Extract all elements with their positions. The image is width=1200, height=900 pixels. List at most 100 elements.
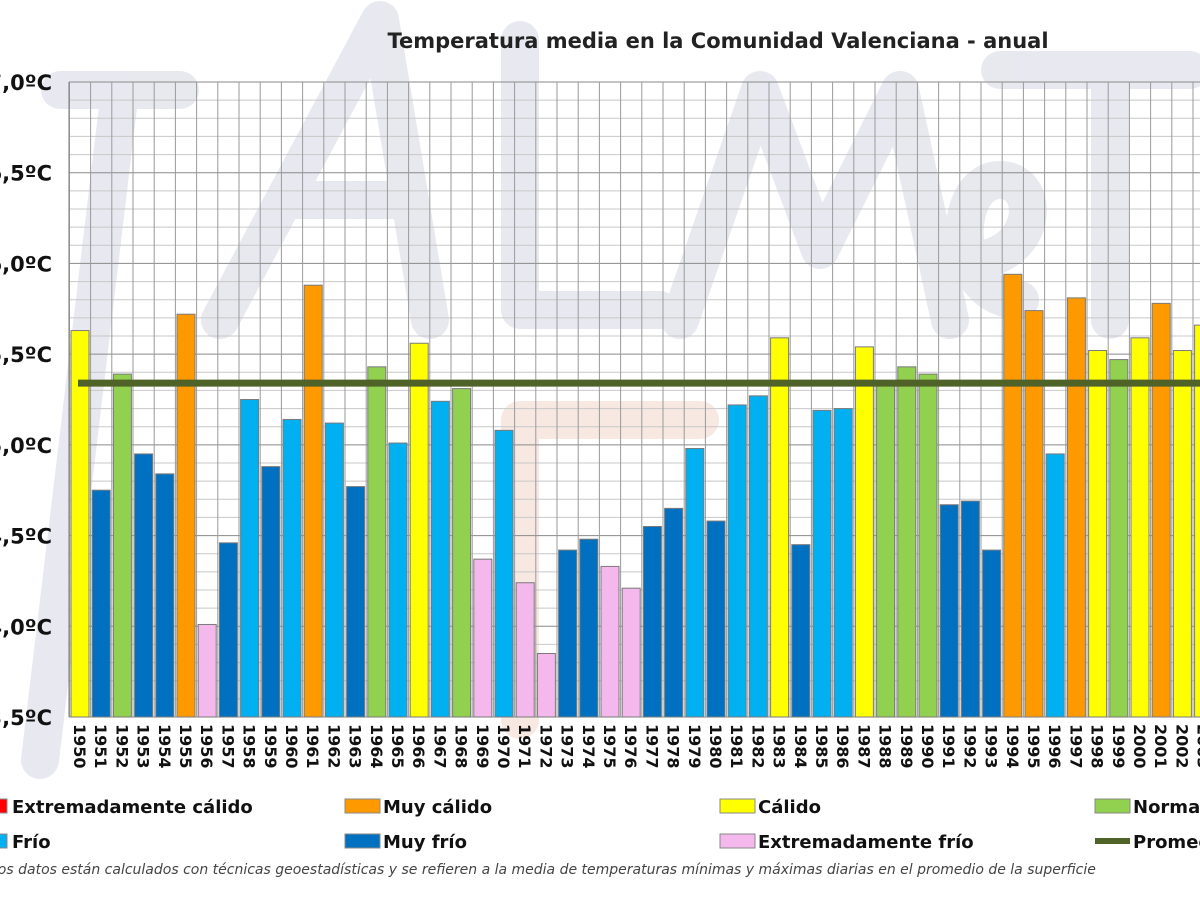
y-axis: 17,0ºC 16,5ºC 16,0ºC 15,5ºC 15,0ºC 14,5ºC 14,0… xyxy=(0,71,70,730)
x-tick-label: 1998 xyxy=(1088,724,1107,769)
x-tick-label: 1965 xyxy=(388,724,407,769)
legend-label: Extremadamente frío xyxy=(758,832,974,853)
legend-label: Normal xyxy=(1133,797,1200,818)
x-tick-label: 1959 xyxy=(261,724,280,769)
x-tick-label: 1983 xyxy=(770,724,789,769)
bar-1997 xyxy=(1066,297,1086,718)
y-tick-label: 16,5ºC xyxy=(0,162,52,186)
x-tick-label: 1982 xyxy=(748,724,767,769)
legend-swatch xyxy=(719,798,756,814)
bar-1988 xyxy=(876,382,896,718)
legend-label: Promedio xyxy=(1133,832,1200,853)
x-tick-label: 1969 xyxy=(473,724,492,769)
x-tick-label: 1995 xyxy=(1024,724,1043,769)
x-tick-label: 1960 xyxy=(282,724,301,769)
bar-1963 xyxy=(346,486,366,718)
bar-1981 xyxy=(727,404,747,718)
bar-1992 xyxy=(960,500,980,718)
x-tick-label: 1971 xyxy=(515,724,534,769)
x-tick-label: 1992 xyxy=(960,724,979,769)
x-tick-label: 1985 xyxy=(812,724,831,769)
bar-2002 xyxy=(1172,350,1192,718)
x-tick-label: 1974 xyxy=(579,724,598,769)
x-tick-label: 1990 xyxy=(918,724,937,769)
bar-1951 xyxy=(91,489,111,718)
x-tick-label: 1950 xyxy=(70,724,89,769)
x-tick-label: 1986 xyxy=(833,724,852,769)
bar-1972 xyxy=(536,653,556,718)
bar-1991 xyxy=(939,504,959,718)
y-tick-label: 14,5ºC xyxy=(0,525,52,549)
bar-1989 xyxy=(897,366,917,718)
bar-1954 xyxy=(155,473,175,718)
bar-1969 xyxy=(473,558,493,718)
bars xyxy=(70,273,1200,718)
x-tick-label: 1954 xyxy=(155,724,174,769)
x-tick-label: 1979 xyxy=(685,724,704,769)
bar-2001 xyxy=(1151,302,1171,718)
legend-label: Muy cálido xyxy=(383,797,492,818)
y-tick-label: 14,0ºC xyxy=(0,615,52,639)
bar-1979 xyxy=(685,447,705,718)
bar-1971 xyxy=(515,582,535,718)
bar-1978 xyxy=(664,507,684,718)
x-tick-label: 1984 xyxy=(791,724,810,769)
legend-swatch xyxy=(344,798,381,814)
legend-swatch xyxy=(1094,798,1131,814)
legend-label: Frío xyxy=(12,832,51,853)
x-tick-label: 1991 xyxy=(939,724,958,769)
bar-1990 xyxy=(918,373,938,718)
bar-1964 xyxy=(367,366,387,718)
bar-1983 xyxy=(770,337,790,718)
x-tick-label: 1978 xyxy=(664,724,683,769)
bar-1984 xyxy=(791,544,811,718)
legend: Extremadamente cálido Muy cálido Cálido Nor… xyxy=(0,797,1200,853)
x-axis: 1950 1951 1952 1953 1954 1955 1956 1957 1958 1959… xyxy=(70,724,1200,769)
bar-2003 xyxy=(1194,324,1200,718)
x-tick-label: 2003 xyxy=(1194,724,1200,769)
legend-swatch xyxy=(719,833,756,849)
y-tick-label: 13,5ºC xyxy=(0,706,52,730)
bar-1994 xyxy=(1003,273,1023,718)
bar-1976 xyxy=(621,587,641,718)
x-tick-label: 1966 xyxy=(409,724,428,769)
x-tick-label: 1961 xyxy=(303,724,322,769)
x-tick-label: 1968 xyxy=(452,724,471,769)
x-tick-label: 1970 xyxy=(494,724,513,769)
bar-1986 xyxy=(833,408,853,718)
x-tick-label: 1989 xyxy=(897,724,916,769)
y-tick-label: 16,0ºC xyxy=(0,252,52,276)
bar-1955 xyxy=(176,313,196,718)
bar-1968 xyxy=(452,388,472,718)
bar-1982 xyxy=(748,395,768,718)
bar-1967 xyxy=(430,400,450,718)
bar-1965 xyxy=(388,442,408,718)
bar-1956 xyxy=(197,623,217,718)
legend-swatch xyxy=(0,833,8,849)
bar-1973 xyxy=(558,549,578,718)
bar-1957 xyxy=(218,542,238,718)
bar-1959 xyxy=(261,466,281,718)
bar-1958 xyxy=(240,399,260,718)
x-tick-label: 1951 xyxy=(91,724,110,769)
x-tick-label: 1999 xyxy=(1109,724,1128,769)
y-tick-label: 15,5ºC xyxy=(0,343,52,367)
legend-swatch xyxy=(344,833,381,849)
x-tick-label: 1981 xyxy=(727,724,746,769)
bar-1980 xyxy=(706,520,726,718)
x-tick-label: 1964 xyxy=(367,724,386,769)
x-tick-label: 1996 xyxy=(1045,724,1064,769)
x-tick-label: 1952 xyxy=(112,724,131,769)
bar-1953 xyxy=(134,453,154,718)
x-tick-label: 1980 xyxy=(706,724,725,769)
bar-1987 xyxy=(854,346,874,718)
x-tick-label: 1993 xyxy=(982,724,1001,769)
bar-1993 xyxy=(982,549,1002,718)
bar-2000 xyxy=(1130,337,1150,718)
x-tick-label: 1987 xyxy=(854,724,873,769)
x-tick-label: 1958 xyxy=(240,724,259,769)
x-tick-label: 1953 xyxy=(134,724,153,769)
x-tick-label: 2000 xyxy=(1130,724,1149,769)
bar-1966 xyxy=(409,342,429,718)
bar-1995 xyxy=(1024,310,1044,718)
